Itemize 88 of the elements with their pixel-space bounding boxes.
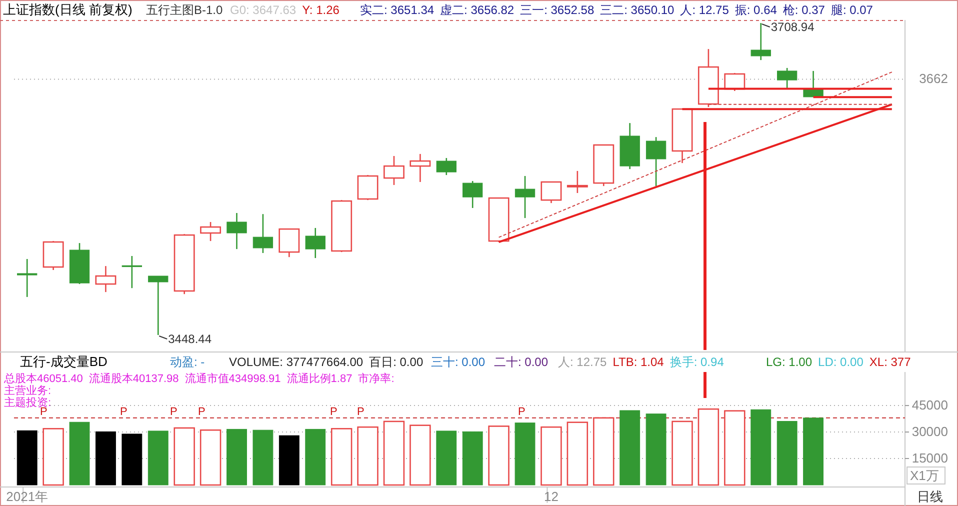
annotation: 主营业务: [4, 384, 52, 397]
text: 人: 12.75 [558, 355, 608, 369]
bar [226, 428, 247, 486]
bar [672, 420, 693, 486]
chart-title: 上证指数(日线 前复权) [3, 2, 132, 17]
bar [69, 422, 90, 486]
candlestick [514, 175, 536, 219]
bar [462, 431, 483, 486]
text: 三十: 0.00 [431, 355, 486, 369]
annotation: P [198, 406, 206, 418]
text: VOLUME: 377477664.00 [229, 355, 364, 369]
text: 虚二: 3656.82 [440, 3, 514, 17]
candlestick [305, 227, 326, 259]
bar [488, 426, 510, 486]
bar [16, 430, 38, 486]
annotation: 主题投资: [4, 396, 52, 409]
text: 人: 12.75 [680, 3, 730, 17]
annotation: P [357, 406, 364, 418]
text: XL: 377 [869, 355, 912, 369]
bar [148, 430, 168, 486]
text: Y: 1.26 [302, 3, 340, 17]
annotation: P [120, 406, 128, 418]
bar [436, 430, 457, 486]
annotation: P [170, 406, 178, 418]
annotation: 流通股本40137.98 [88, 372, 179, 385]
text: 二十: 0.00 [494, 355, 548, 369]
candlestick [410, 153, 431, 183]
bar [42, 428, 64, 486]
y-tick-label: 30000 [912, 424, 948, 440]
bar [305, 428, 326, 486]
annotation: 市净率: [358, 372, 394, 385]
bar [750, 409, 772, 486]
text: 百日: 0.00 [369, 355, 424, 369]
annotation: 流通市值434998.91 [184, 372, 281, 385]
text: 换手: 0.94 [670, 355, 724, 369]
text: 动盈: - [170, 355, 205, 369]
bar [566, 422, 588, 486]
text: LD: 0.00 [818, 355, 864, 369]
bar [96, 431, 116, 486]
x-tick-label: 12 [544, 489, 558, 504]
candlestick [226, 212, 247, 250]
candlestick [750, 22, 771, 61]
text: 腿: 0.07 [830, 3, 874, 17]
bar [330, 428, 352, 486]
bar [278, 435, 300, 486]
candlestick [95, 265, 116, 293]
bar [620, 410, 640, 486]
text: 枪: 0.37 [782, 3, 826, 17]
candlestick [436, 157, 456, 176]
text: LTB: 1.04 [612, 355, 664, 369]
bar [357, 426, 378, 486]
x-tick-label: 2021年 [6, 489, 48, 504]
chart-title: 五行-成交量BD [20, 354, 108, 369]
bar [776, 421, 798, 486]
bar [540, 426, 562, 486]
annotation: P [330, 406, 338, 418]
bar [383, 420, 405, 486]
candlestick [17, 258, 38, 298]
bar [174, 427, 195, 486]
annotation: P [40, 406, 48, 418]
bar [122, 434, 142, 486]
text: 日线 [917, 489, 943, 504]
annotation: 3448.44 [168, 332, 212, 346]
text: 实二: 3651.34 [360, 3, 434, 17]
annotation: P [518, 406, 526, 418]
candlestick [620, 122, 640, 170]
text: 振: 0.64 [734, 3, 778, 17]
bar [698, 408, 720, 486]
bar [252, 430, 274, 486]
bar [200, 429, 222, 486]
bar [646, 414, 666, 486]
text: 三二: 3650.10 [600, 3, 675, 17]
y-tick-label: 45000 [912, 398, 948, 413]
bar [593, 417, 614, 486]
text: G0: 3647.63 [230, 3, 296, 17]
ref-line-label: 3662 [919, 71, 948, 86]
annotation: 流通比例1.87 [286, 372, 352, 385]
annotation: 3708.94 [770, 20, 815, 34]
text: 五行主图B-1.0 [146, 3, 224, 17]
bar [514, 422, 536, 486]
text: 三一: 3652.58 [520, 3, 594, 17]
annotation: 总股本46051.40 [3, 372, 83, 385]
bar [803, 418, 824, 486]
bar [724, 410, 746, 486]
bar [410, 424, 431, 486]
text: LG: 1.00 [766, 355, 812, 369]
y-axis-title: X1万 [910, 468, 939, 483]
y-tick-label: 15000 [912, 450, 948, 466]
